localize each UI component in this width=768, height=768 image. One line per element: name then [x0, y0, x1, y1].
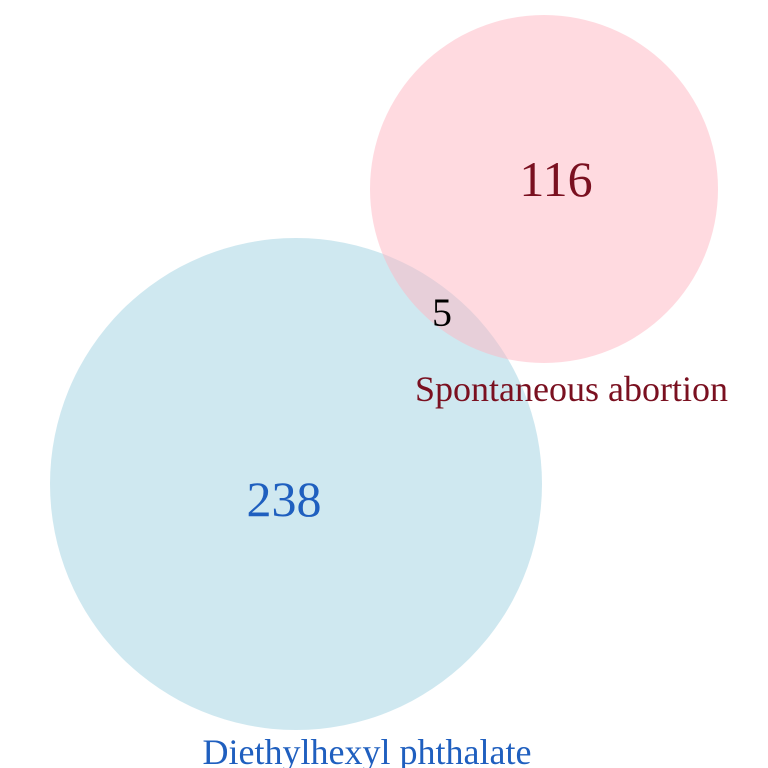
abortion-circle	[370, 15, 718, 363]
phthalate-circle	[50, 238, 542, 730]
phthalate-set-label: Diethylhexyl phthalate	[203, 732, 532, 768]
abortion-set-label: Spontaneous abortion	[415, 369, 728, 409]
phthalate-only-count: 238	[247, 471, 322, 527]
abortion-only-count: 116	[519, 151, 592, 207]
intersection-count: 5	[432, 290, 452, 335]
